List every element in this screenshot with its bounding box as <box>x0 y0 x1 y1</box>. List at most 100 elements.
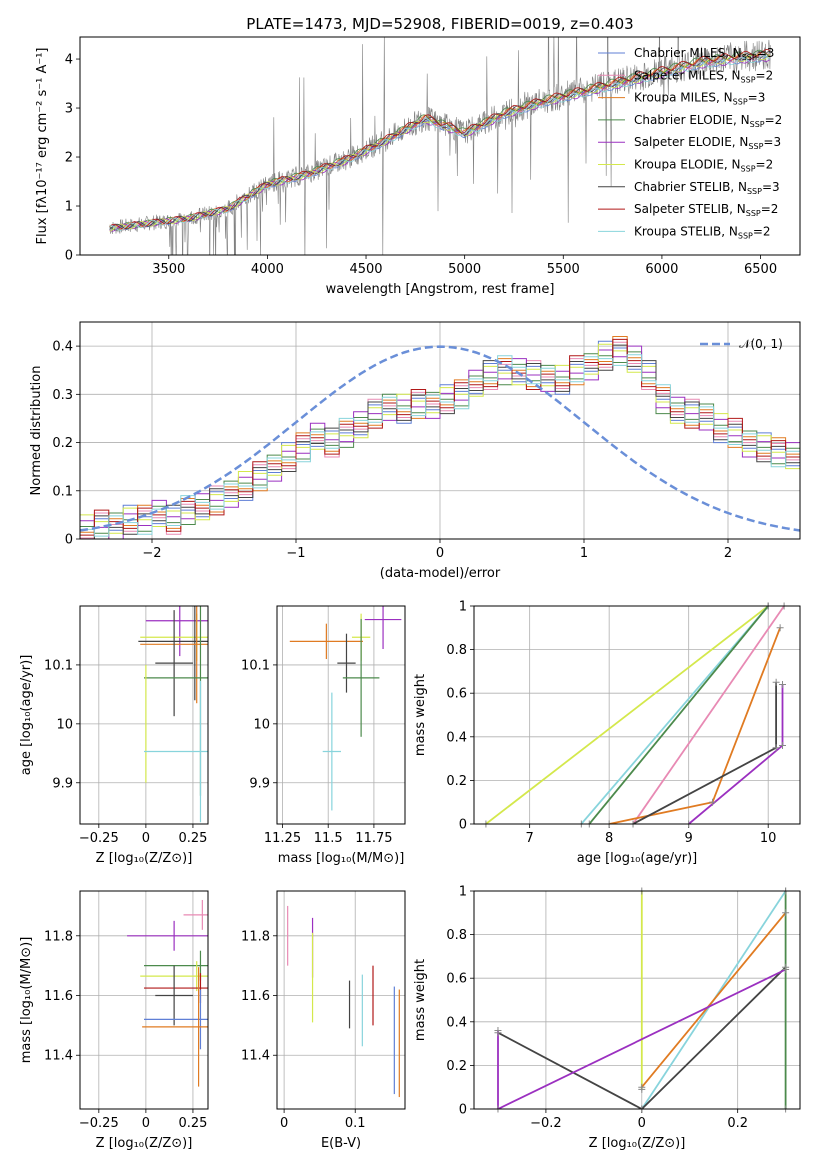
x-axis-label: Z [log₁₀(Z/Z⊙)] <box>589 1136 686 1151</box>
x-tick-label: 10 <box>760 831 777 846</box>
mass-weight-line <box>485 606 769 824</box>
mass-weight-line <box>632 606 785 824</box>
y-axis-label: Flux [fλ10⁻¹⁷ erg cm⁻² s⁻¹ A⁻¹] <box>35 48 50 245</box>
y-tick-label: 0 <box>65 249 73 264</box>
chart-panel-6: −0.25 0 0.25 11.4 11.6 11.8 Z [log₁₀(Z/Z⊙)] mas… <box>19 890 209 1151</box>
x-tick-label: 0.2 <box>727 1116 748 1131</box>
chart-panel-1: 3500 4000 4500 5000 5500 6000 6500 0 1 2 3 4 wavelen… <box>35 36 801 297</box>
mass-weight-line <box>580 606 769 824</box>
y-tick-label: 0.8 <box>446 928 467 943</box>
x-tick-label: 9 <box>685 831 693 846</box>
x-axis-label: wavelength [Angstrom, rest frame] <box>326 282 555 297</box>
legend-entry: Salpeter STELIB, NSSP=2 <box>634 202 778 218</box>
x-tick-label: 1 <box>580 546 588 561</box>
x-tick-label: −0.2 <box>530 1116 562 1131</box>
mass-weight-line <box>641 912 787 1088</box>
y-tick-label: 1 <box>459 885 467 900</box>
y-tick-label: 0.4 <box>446 1015 467 1030</box>
y-tick-label: 1 <box>65 200 73 215</box>
axes-frame <box>276 890 406 1110</box>
legend-entry-gaussian: 𝒩(0, 1) <box>739 337 783 351</box>
x-tick-label: 11.5 <box>314 831 343 846</box>
x-tick-label: 6000 <box>645 262 678 277</box>
x-axis-label: age [log₁₀(age/yr)] <box>577 851 698 866</box>
plot-area <box>485 606 785 824</box>
y-axis-label: mass weight <box>413 674 428 756</box>
x-axis-label: mass [log₁₀(M/M⊙)] <box>278 851 405 866</box>
point-marker <box>782 909 790 917</box>
histogram-kroupa-stelib <box>80 354 800 537</box>
x-tick-label: 0 <box>142 831 150 846</box>
y-tick-label: 0.2 <box>52 436 73 451</box>
x-tick-label: −0.25 <box>79 831 119 846</box>
y-tick-label: 0.6 <box>446 972 467 987</box>
axes-frame <box>473 605 801 825</box>
y-tick-label: 9.9 <box>249 776 270 791</box>
chart-panel-4: 11.25 11.5 11.75 9.9 10 10.1 mass [log₁₀(M/M⊙)… <box>241 605 406 866</box>
point-marker <box>779 680 787 688</box>
x-tick-label: 0.25 <box>178 831 207 846</box>
model-line-kroupa-stelib <box>109 55 771 231</box>
x-tick-label: 6500 <box>744 262 777 277</box>
y-tick-label: 11.8 <box>44 929 73 944</box>
gaussian-curve <box>80 345 800 532</box>
y-axis-label: age [log₁₀(age/yr)] <box>19 655 34 776</box>
chart-panel-3: −0.25 0 0.25 9.9 10 10.1 Z [log₁₀(Z/Z⊙)] age [l… <box>19 605 209 866</box>
point-marker <box>772 744 780 752</box>
y-tick-label: 11.6 <box>44 989 73 1004</box>
axes-frame <box>79 321 801 540</box>
legend-entry: Kroupa ELODIE, NSSP=2 <box>634 158 773 174</box>
y-tick-label: 0 <box>459 818 467 833</box>
y-axis-label: Normed distribution <box>29 366 44 496</box>
y-tick-label: 2 <box>65 151 73 166</box>
legend-entry: Salpeter ELODIE, NSSP=3 <box>634 135 781 151</box>
plot-area <box>289 606 402 811</box>
x-axis-label: Z [log₁₀(Z/Z⊙)] <box>96 1136 193 1151</box>
axes-frame <box>276 605 406 825</box>
x-tick-label: −0.25 <box>79 1116 119 1131</box>
point-marker <box>494 1027 502 1035</box>
x-tick-label: 2 <box>724 546 732 561</box>
x-tick-label: 4000 <box>251 262 284 277</box>
x-tick-label: 0 <box>436 546 444 561</box>
mass-weight-line <box>588 606 769 824</box>
chart-panel-2: −2 −1 0 1 2 0 0.1 0.2 0.3 0.4 (data-model)/error No… <box>29 321 801 581</box>
x-tick-label: 0.25 <box>178 1116 207 1131</box>
y-tick-label: 10.1 <box>44 658 73 673</box>
y-tick-label: 9.9 <box>52 776 73 791</box>
x-tick-label: 0 <box>638 1116 646 1131</box>
y-tick-label: 0.2 <box>446 1059 467 1074</box>
x-tick-label: 0.1 <box>345 1116 366 1131</box>
x-tick-label: 4500 <box>349 262 382 277</box>
y-tick-label: 10 <box>56 717 73 732</box>
x-tick-label: 8 <box>605 831 613 846</box>
point-marker <box>779 742 787 750</box>
plot-area <box>138 606 208 823</box>
y-tick-label: 11.6 <box>241 989 270 1004</box>
y-tick-label: 0.8 <box>446 643 467 658</box>
x-axis-label: Z [log₁₀(Z/Z⊙)] <box>96 851 193 866</box>
y-tick-label: 0 <box>65 533 73 548</box>
legend-entry: Chabrier ELODIE, NSSP=2 <box>634 113 782 129</box>
model-line-salpeter-stelib <box>109 49 771 230</box>
x-tick-label: 5500 <box>547 262 580 277</box>
y-tick-label: 0.2 <box>446 774 467 789</box>
legend-entry: Salpeter MILES, NSSP=2 <box>634 68 773 84</box>
y-tick-label: 0 <box>459 1103 467 1118</box>
point-marker <box>709 798 717 806</box>
y-tick-label: 4 <box>65 53 73 68</box>
y-tick-label: 10 <box>253 717 270 732</box>
mass-weight-line <box>609 627 781 824</box>
x-tick-label: 0 <box>280 1116 288 1131</box>
y-tick-label: 0.6 <box>446 687 467 702</box>
y-tick-label: 11.4 <box>44 1049 73 1064</box>
x-tick-label: 7 <box>526 831 534 846</box>
x-tick-label: 11.75 <box>355 831 392 846</box>
x-tick-label: 0 <box>142 1116 150 1131</box>
legend-entry: Kroupa MILES, NSSP=3 <box>634 91 765 107</box>
y-tick-label: 0.4 <box>52 340 73 355</box>
histogram-kroupa-miles <box>80 336 800 539</box>
axes-frame <box>79 890 209 1110</box>
plot-area <box>497 891 787 1109</box>
